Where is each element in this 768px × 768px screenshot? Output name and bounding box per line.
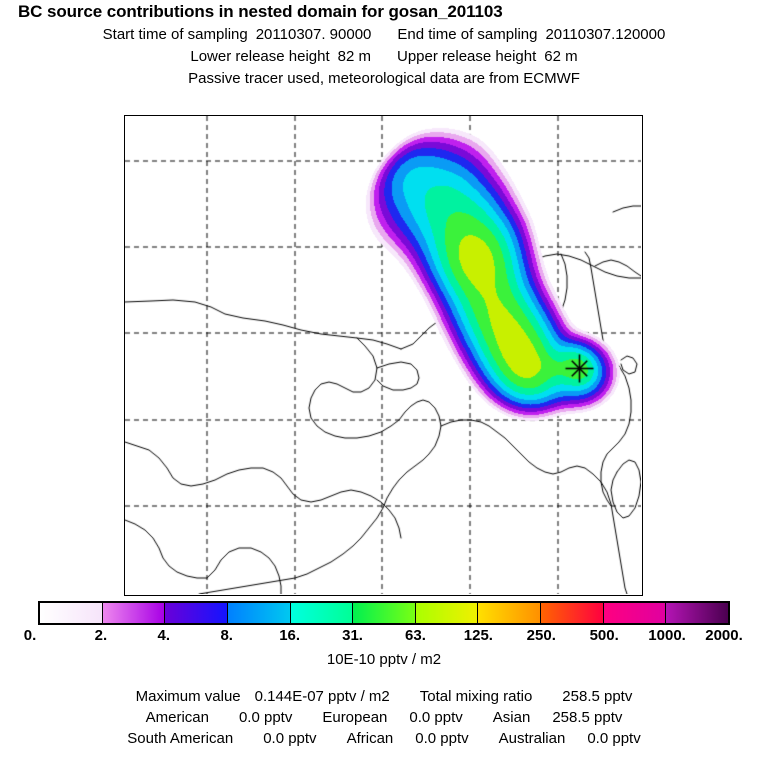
header-release-heights: Lower release height 82 m Upper release he… — [0, 46, 768, 68]
footer-statistics: Maximum value 0.144E-07 pptv / m2 Total mi… — [0, 686, 768, 749]
region-label-asian: Asian — [492, 709, 531, 726]
total-mixing-ratio-value: 258.5 pptv — [562, 688, 633, 705]
colorbar-segment-7 — [478, 603, 542, 623]
colorbar-tick-labels: 0. 2. 4. 8. 16. 31. 63. 125. 250. 500. 1000. 2000. — [0, 627, 768, 647]
footer-regions-row-2: South American 0.0 pptv African 0.0 pptv Aus… — [0, 728, 768, 749]
colorbar-segment-5 — [353, 603, 416, 623]
colorbar-tick-11: 2000. — [705, 627, 743, 644]
colorbar-tick-4: 16. — [279, 627, 301, 644]
plume-concentration-canvas — [125, 116, 641, 594]
colorbar-segment-0 — [40, 603, 103, 623]
colorbar-gradient — [38, 601, 730, 625]
colorbar-tick-1: 2. — [94, 627, 108, 644]
colorbar — [38, 601, 730, 625]
page-title: BC source contributions in nested domain… — [18, 2, 503, 21]
region-label-south-american: South American — [127, 730, 234, 747]
upper-release-value: 62 m — [544, 48, 578, 65]
colorbar-segment-9 — [603, 603, 667, 623]
colorbar-segment-8 — [541, 603, 604, 623]
colorbar-unit-label: 10E-10 pptv / m2 — [326, 651, 442, 668]
region-value-american: 0.0 pptv — [238, 709, 293, 726]
header-sampling-times: Start time of sampling 20110307. 90000 End… — [0, 24, 768, 46]
end-time-label: End time of sampling — [397, 26, 538, 43]
colorbar-tick-8: 250. — [526, 627, 556, 644]
colorbar-tick-10: 1000. — [648, 627, 686, 644]
colorbar-tick-9: 500. — [589, 627, 619, 644]
colorbar-tick-0: 0. — [23, 627, 37, 644]
colorbar-segment-3 — [227, 603, 291, 623]
colorbar-tick-2: 4. — [157, 627, 171, 644]
upper-release-label: Upper release height — [397, 48, 537, 65]
header-tracer-note: Passive tracer used, meteorological data… — [188, 70, 580, 87]
colorbar-tick-7: 125. — [463, 627, 493, 644]
header: BC source contributions in nested domain… — [0, 0, 768, 90]
start-time-value: 20110307. 90000 — [255, 26, 372, 43]
maximum-value: 0.144E-07 pptv / m2 — [254, 688, 390, 705]
colorbar-tick-5: 31. — [342, 627, 363, 644]
footer-max-line: Maximum value 0.144E-07 pptv / m2 Total mi… — [0, 686, 768, 707]
end-time-value: 20110307.120000 — [545, 26, 666, 43]
colorbar-tick-3: 8. — [220, 627, 233, 644]
colorbar-segment-6 — [415, 603, 479, 623]
start-time-label: Start time of sampling — [102, 26, 248, 43]
colorbar-segment-2 — [165, 603, 228, 623]
region-value-south-american: 0.0 pptv — [263, 730, 317, 747]
region-label-european: European — [322, 709, 388, 726]
colorbar-segment-10 — [666, 603, 729, 623]
lower-release-value: 82 m — [337, 48, 371, 65]
region-value-european: 0.0 pptv — [409, 709, 463, 726]
total-mixing-ratio-label: Total mixing ratio — [419, 688, 533, 705]
lower-release-label: Lower release height — [190, 48, 330, 65]
region-value-african: 0.0 pptv — [415, 730, 469, 747]
footer-regions-row-1: American 0.0 pptv European 0.0 pptv Asian 258… — [0, 707, 768, 728]
region-label-african: African — [346, 730, 394, 747]
region-value-asian: 258.5 pptv — [552, 709, 623, 726]
colorbar-segment-4 — [290, 603, 354, 623]
region-value-australian: 0.0 pptv — [587, 730, 641, 747]
map-plot-area — [124, 115, 643, 596]
region-label-australian: Australian — [498, 730, 566, 747]
region-label-american: American — [145, 709, 209, 726]
colorbar-segment-1 — [102, 603, 166, 623]
colorbar-tick-6: 63. — [405, 627, 426, 644]
maximum-value-label: Maximum value — [135, 688, 241, 705]
